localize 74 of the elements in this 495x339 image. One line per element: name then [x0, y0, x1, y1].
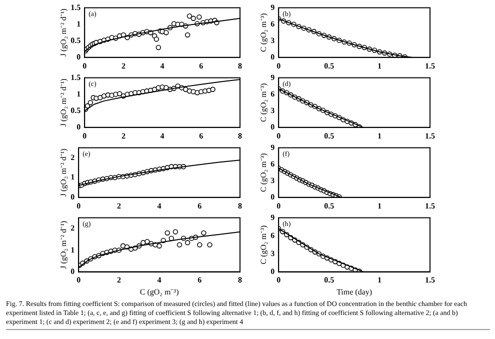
x-tick-label: 1	[378, 276, 382, 285]
y-tick-label: 1	[76, 89, 81, 98]
x-tick-label: 2	[121, 61, 126, 70]
y-tick-label: 0	[70, 192, 75, 202]
x-tick-label: 6	[199, 61, 204, 70]
y-tick-label: 6	[270, 19, 275, 28]
y-tick-label: 0.5	[70, 106, 81, 115]
y-tick-label: 1	[70, 245, 75, 254]
x-tick-label: 4	[157, 201, 162, 210]
x-tick-label: 8	[238, 61, 242, 70]
x-tick-label: 2	[116, 276, 121, 285]
y-tick-label: 3	[270, 106, 275, 115]
y-tick-label: 0	[76, 122, 81, 132]
x-tick-label: 0.5	[324, 131, 334, 140]
y-tick-label: 1	[76, 19, 81, 28]
y-tick-label: 1.5	[70, 72, 81, 82]
y-tick-label: 0	[70, 266, 75, 276]
y-tick-label: 0	[270, 192, 275, 202]
x-tick-label: 2	[121, 131, 126, 140]
y-tick-label: 2	[70, 152, 75, 162]
x-tick-label: 1.5	[425, 201, 435, 210]
y-tick-label: 9	[270, 2, 275, 12]
x-tick-label: 0.5	[324, 276, 334, 285]
y-tick-label: 6	[270, 89, 275, 98]
x-tick-label: 8	[238, 276, 242, 285]
x-tick-label: 8	[238, 131, 242, 140]
y-tick-label: 9	[270, 212, 275, 222]
y-axis-title: J (gO₂ m⁻² d⁻¹)	[58, 78, 68, 127]
x-tick-label: 4	[160, 61, 164, 70]
y-tick-label: 1	[70, 172, 75, 182]
x-tick-label: 1.5	[425, 61, 435, 70]
y-axis-title: C (gO₂ m⁻³)	[258, 152, 268, 192]
x-tick-label: 1.5	[425, 276, 435, 285]
y-axis-title: C (gO₂ m⁻³)	[258, 12, 268, 52]
y-tick-label: 9	[270, 72, 275, 82]
y-tick-label: 0	[270, 122, 275, 132]
y-axis-title: J (gO₂ m⁻² d⁻¹)	[58, 8, 68, 57]
x-tick-label: 0	[276, 201, 281, 210]
x-tick-label: 1	[378, 61, 382, 70]
x-tick-label: 2	[116, 201, 121, 210]
y-tick-label: 0	[270, 266, 275, 276]
x-tick-label: 4	[160, 131, 164, 140]
x-tick-label: 0.5	[324, 61, 334, 70]
y-axis-title: C (gO₂ m⁻³)	[258, 225, 268, 264]
y-tick-label: 2	[70, 224, 75, 233]
x-tick-label: 4	[157, 276, 162, 285]
y-axis-title: J (gO₂ m⁻² d⁻¹)	[58, 148, 68, 197]
y-tick-label: 9	[270, 142, 275, 152]
y-tick-label: 3	[270, 248, 275, 258]
y-axis-title: J (gO₂ m⁻² d⁻¹)	[58, 220, 68, 269]
x-tick-label: 6	[198, 276, 202, 285]
y-tick-label: 0.5	[70, 36, 81, 45]
x-tick-label: 0	[82, 131, 87, 140]
y-tick-label: 3	[270, 176, 275, 185]
y-tick-label: 0	[270, 52, 275, 62]
x-tick-label: 1	[378, 201, 382, 210]
x-tick-label: 6	[198, 201, 202, 210]
x-tick-label: 8	[238, 201, 242, 210]
x-tick-label: 6	[199, 131, 204, 140]
x-axis-title: Time (day)	[336, 287, 372, 296]
x-tick-label: 1	[378, 131, 382, 140]
x-axis-title: C (gO₂ m⁻³)	[140, 287, 180, 296]
x-tick-label: 0	[276, 276, 281, 285]
y-tick-label: 3	[270, 36, 275, 45]
x-tick-label: 1.5	[425, 131, 435, 140]
y-tick-label: 6	[270, 159, 275, 168]
y-tick-label: 1.5	[70, 2, 81, 12]
y-axis-title: C (gO₂ m⁻³)	[258, 82, 268, 122]
x-tick-label: 0.5	[324, 201, 334, 210]
x-tick-label: 0	[276, 61, 281, 70]
y-tick-label: 6	[270, 230, 275, 240]
y-tick-label: 0	[76, 52, 81, 62]
x-tick-label: 0	[82, 61, 87, 70]
x-tick-label: 0	[276, 131, 281, 140]
